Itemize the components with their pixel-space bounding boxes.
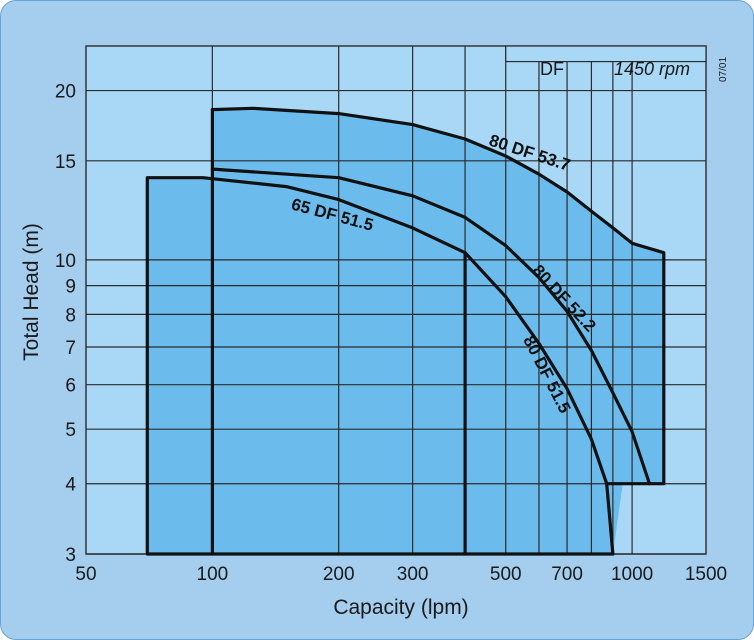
x-tick-label-1000: 1000 <box>611 564 653 585</box>
operating-area-fill <box>147 108 664 555</box>
curve-65-df-515 <box>145 176 467 556</box>
y-tick-label-10: 10 <box>55 251 76 272</box>
speed-label: 1450 rpm <box>614 59 690 79</box>
x-tick-label-500: 500 <box>490 564 522 585</box>
y-tick-label-4: 4 <box>65 475 76 496</box>
revision-note: 07/01 <box>718 57 729 82</box>
y-tick-label-9: 9 <box>65 277 76 298</box>
series-family-label: DF <box>540 59 564 79</box>
curve-80-df-522 <box>210 167 652 486</box>
chart-header: DF 1450 rpm 07/01 <box>540 57 729 82</box>
y-tick-label-8: 8 <box>65 305 76 326</box>
y-tick-label-3: 3 <box>65 545 76 566</box>
y-tick-label-5: 5 <box>65 420 76 441</box>
y-axis-title: Total Head (m) <box>20 223 43 361</box>
axis-ticks: 50 100 200 300 500 700 1000 1500 3 4 5 6 7 8 9 10 15 20 <box>55 82 727 585</box>
y-tick-label-15: 15 <box>55 152 76 173</box>
x-tick-label-50: 50 <box>75 564 96 585</box>
x-tick-label-1500: 1500 <box>685 564 727 585</box>
curve-80-df-515 <box>463 251 615 556</box>
x-tick-label-100: 100 <box>197 564 229 585</box>
performance-curves <box>145 106 666 556</box>
operating-area-65df <box>147 177 466 554</box>
y-tick-label-20: 20 <box>55 82 76 103</box>
x-tick-label-700: 700 <box>551 564 583 585</box>
header-box <box>505 45 707 63</box>
y-tick-label-7: 7 <box>65 338 76 359</box>
x-axis-title: Capacity (lpm) <box>333 596 468 619</box>
x-tick-label-300: 300 <box>397 564 429 585</box>
y-tick-label-6: 6 <box>65 376 76 397</box>
curve-80-df-537 <box>210 106 666 486</box>
x-tick-label-200: 200 <box>323 564 355 585</box>
